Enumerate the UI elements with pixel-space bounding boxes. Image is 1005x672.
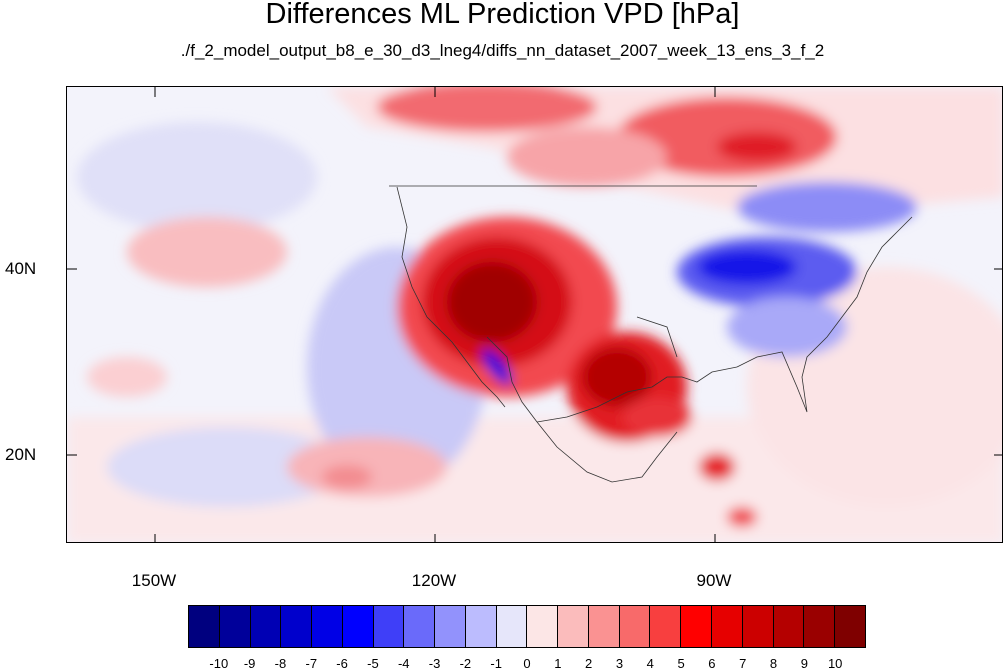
lat-label-40n: 40N: [5, 259, 37, 278]
colorbar-tick-label: -4: [397, 656, 410, 671]
plot-subtitle: ./f_2_model_output_b8_e_30_d3_lneg4/diff…: [180, 41, 825, 60]
colorbar-tick-label: 8: [769, 656, 778, 671]
colorbar-tick-label: 1: [554, 656, 562, 671]
colorbar-tick-label: 10: [827, 656, 843, 671]
colorbar: [188, 605, 866, 648]
colorbar-tick-label: -9: [243, 656, 256, 671]
colorbar-swatch: [435, 606, 466, 647]
colorbar-swatch: [312, 606, 343, 647]
colorbar-swatch: [650, 606, 682, 647]
colorbar-swatch: [281, 606, 313, 647]
colorbar-tick-label: 2: [585, 656, 593, 671]
map-ticks: [67, 87, 1002, 542]
colorbar-swatch: [250, 606, 282, 647]
plot-title: Differences ML Prediction VPD [hPa]: [265, 0, 740, 30]
colorbar-swatch: [496, 606, 528, 647]
colorbar-tick-label: 7: [739, 656, 747, 671]
coastlines: [389, 185, 913, 483]
vpd-difference-map: [67, 87, 1002, 542]
lon-label-150w: 150W: [131, 571, 177, 590]
colorbar-swatch: [404, 606, 436, 647]
colorbar-tick-label: 6: [708, 656, 716, 671]
colorbar-swatch: [742, 606, 774, 647]
colorbar-tick-label: 3: [615, 656, 624, 671]
colorbar-tick-label: -6: [336, 656, 348, 671]
colorbar-tick-label: 9: [800, 656, 808, 671]
colorbar-swatch: [527, 606, 559, 647]
colorbar-tick-label: -7: [305, 656, 318, 671]
colorbar-swatch: [373, 606, 405, 647]
colorbar-swatch: [588, 606, 620, 647]
colorbar-tick-label: -3: [428, 656, 441, 671]
lon-label-120w: 120W: [411, 571, 457, 590]
colorbar-swatch: [465, 606, 497, 647]
lon-label-90w: 90W: [696, 571, 732, 590]
colorbar-tick-label: 4: [646, 656, 654, 671]
colorbar-swatch: [804, 606, 836, 647]
colorbar-tick-label: 0: [523, 656, 531, 671]
difference-field: [67, 87, 1002, 542]
colorbar-swatch: [835, 606, 865, 647]
map-panel: [66, 86, 1003, 543]
colorbar-tick-label: -1: [490, 656, 502, 671]
colorbar-swatch: [342, 606, 374, 647]
colorbar-swatch: [773, 606, 805, 647]
colorbar-swatch: [189, 606, 220, 647]
colorbar-tick-label: -10: [209, 656, 229, 671]
lat-label-20n: 20N: [5, 445, 37, 464]
colorbar-swatch: [712, 606, 743, 647]
colorbar-tick-label: -2: [459, 656, 472, 671]
colorbar-tick-label: 5: [677, 656, 685, 671]
colorbar-tick-label: -8: [274, 656, 287, 671]
colorbar-tick-label: -5: [367, 656, 379, 671]
colorbar-swatch: [558, 606, 589, 647]
colorbar-swatch: [619, 606, 651, 647]
colorbar-swatch: [681, 606, 713, 647]
colorbar-swatch: [219, 606, 251, 647]
